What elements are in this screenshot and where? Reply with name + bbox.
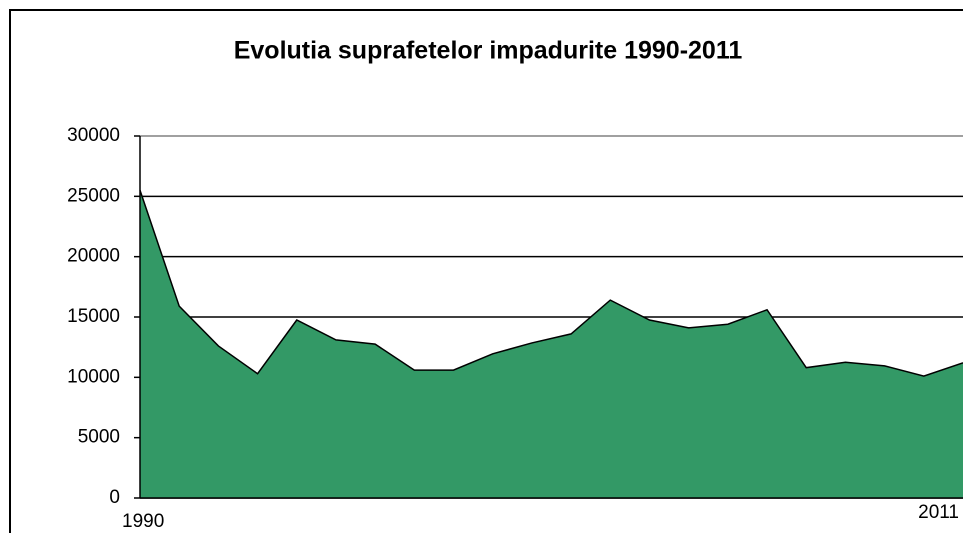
- y-tick-label: 5000: [78, 427, 120, 448]
- y-tick-label: 20000: [67, 246, 120, 267]
- area: [140, 190, 963, 499]
- x-tick-label: 1990: [122, 511, 164, 532]
- chart-title: Evolutia suprafetelor impadurite 1990-20…: [234, 37, 743, 65]
- y-tick-label: 0: [109, 487, 120, 508]
- x-tick-label: 2011: [918, 502, 959, 523]
- y-tick-label: 30000: [67, 125, 120, 146]
- y-tick-label: 10000: [67, 366, 120, 387]
- area-outline: [139, 190, 963, 377]
- y-tick-label: 25000: [67, 185, 120, 206]
- y-tick-label: 15000: [67, 306, 120, 327]
